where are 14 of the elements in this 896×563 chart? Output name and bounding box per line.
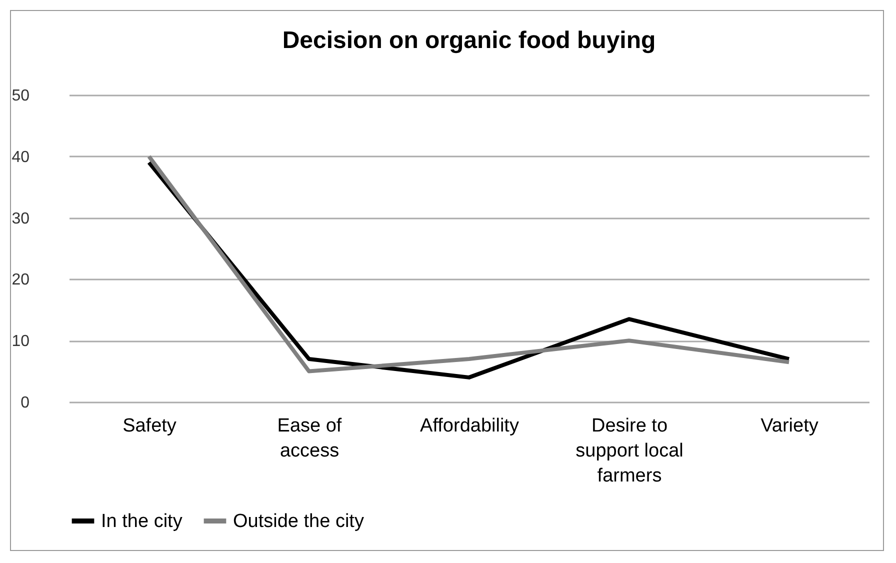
legend-label: In the city xyxy=(101,511,183,532)
x-tick-label: Safety xyxy=(122,416,177,436)
legend-label: Outside the city xyxy=(233,511,364,532)
x-tick-label: Affordability xyxy=(420,416,520,436)
y-tick-label: 40 xyxy=(12,148,30,166)
chart-title: Decision on organic food buying xyxy=(282,27,656,54)
x-tick-label: Desire to support local farmers xyxy=(576,416,684,486)
y-tick-label: 50 xyxy=(12,88,30,104)
x-tick-label: Variety xyxy=(760,416,819,436)
y-tick-label: 20 xyxy=(12,272,30,289)
y-tick-label: 10 xyxy=(12,333,30,350)
y-tick-label: 0 xyxy=(20,394,30,412)
x-tick-label: Ease of access xyxy=(277,416,342,462)
y-tick-label: 30 xyxy=(12,210,30,228)
